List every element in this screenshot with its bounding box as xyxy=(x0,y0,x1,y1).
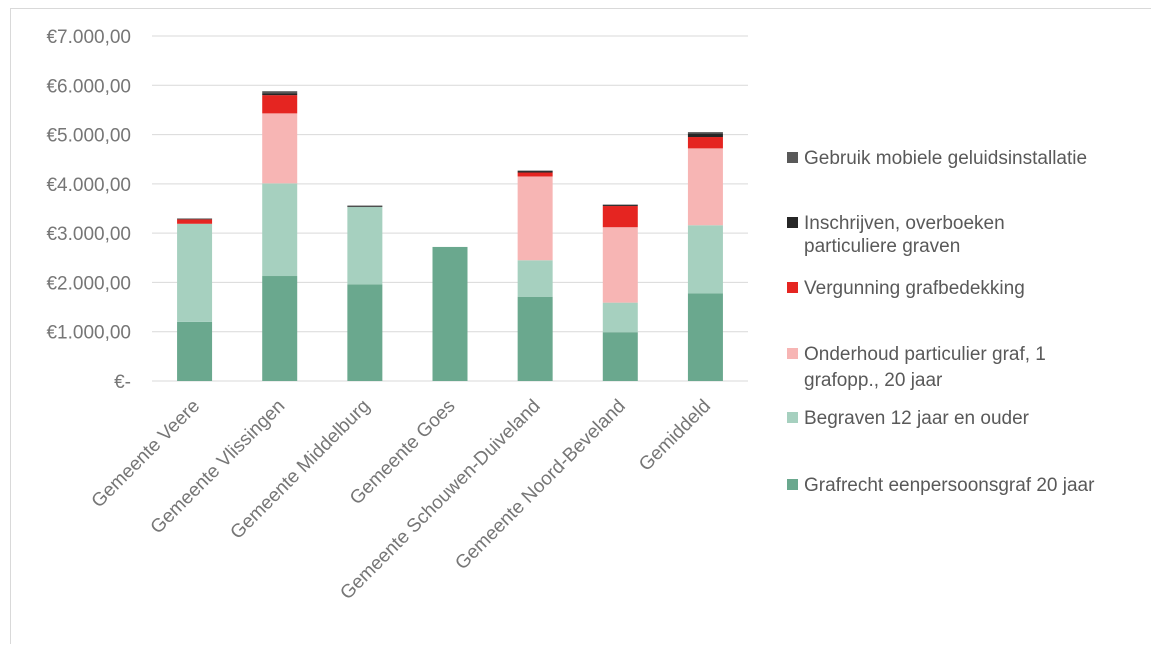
y-tick-label: €5.000,00 xyxy=(46,126,131,147)
bar-segment xyxy=(687,293,723,381)
legend-label-line: grafopp., 20 jaar xyxy=(804,370,943,391)
bar-segment xyxy=(687,148,723,226)
bar-segment xyxy=(262,95,298,114)
bar-segment xyxy=(517,171,553,173)
bar-segment xyxy=(517,172,553,177)
legend-swatch xyxy=(787,412,798,423)
bar-segment xyxy=(262,91,298,94)
bar-segment xyxy=(687,225,723,294)
bar-segment xyxy=(517,260,553,297)
x-category-label: Gemiddeld xyxy=(635,396,715,476)
bar-segment xyxy=(177,321,213,381)
bar-segment xyxy=(262,183,298,277)
legend-label: Onderhoud particulier graf, 1 grafopp., 2… xyxy=(804,344,1046,391)
legend-label: Begraven 12 jaar en ouder xyxy=(804,408,1030,429)
y-tick-label: €2.000,00 xyxy=(46,273,131,294)
bar-segment xyxy=(432,246,468,381)
bar-segment xyxy=(262,276,298,381)
bar-segment xyxy=(347,206,383,208)
legend-label-line: particuliere graven xyxy=(804,236,960,257)
y-tick-label: €3.000,00 xyxy=(46,224,131,245)
y-tick-label: €1.000,00 xyxy=(46,323,131,344)
bar-segment xyxy=(347,284,383,381)
legend-swatch xyxy=(787,217,798,228)
bar-segment xyxy=(602,302,638,333)
legend: Gebruik mobiele geluidsinstallatie Inschr… xyxy=(787,148,1095,496)
y-tick-label: €- xyxy=(114,372,131,393)
y-tick-label: €7.000,00 xyxy=(46,27,131,48)
bar-segment xyxy=(517,176,553,261)
legend-label: Gebruik mobiele geluidsinstallatie xyxy=(804,148,1087,169)
x-category-label: Gemeente Noord-Beveland xyxy=(451,396,629,574)
bar-segment xyxy=(262,113,298,184)
bar-segment xyxy=(517,296,553,381)
bar-segment xyxy=(602,205,638,207)
x-category-label: Gemeente Middelburg xyxy=(227,396,375,544)
legend-swatch xyxy=(787,282,798,293)
bar-segment xyxy=(262,93,298,96)
bar-segment xyxy=(347,205,383,207)
legend-label: Inschrijven, overboeken particuliere grav… xyxy=(804,213,1005,257)
legend-label-line: Inschrijven, overboeken xyxy=(804,213,1005,234)
legend-swatch xyxy=(787,479,798,490)
bars xyxy=(177,91,723,381)
y-tick-label: €4.000,00 xyxy=(46,175,131,196)
legend-label-line: Onderhoud particulier graf, 1 xyxy=(804,344,1046,365)
bar-segment xyxy=(602,332,638,381)
y-tick-label: €6.000,00 xyxy=(46,76,131,97)
bar-segment xyxy=(602,206,638,228)
bar-segment xyxy=(687,137,723,149)
bar-segment xyxy=(177,219,213,224)
legend-label: Vergunning grafbedekking xyxy=(804,278,1025,299)
bar-segment xyxy=(602,227,638,303)
y-axis-tick-labels: €- €1.000,00 €2.000,00 €3.000,00 €4.000,00 €5… xyxy=(46,27,131,393)
bar-segment xyxy=(347,207,383,285)
legend-swatch xyxy=(787,348,798,359)
legend-swatch xyxy=(787,152,798,163)
bar-segment xyxy=(687,132,723,134)
chart-frame xyxy=(10,8,1151,644)
legend-label: Grafrecht eenpersoonsgraf 20 jaar xyxy=(804,475,1095,496)
bar-segment xyxy=(687,133,723,138)
bar-segment xyxy=(177,223,213,322)
